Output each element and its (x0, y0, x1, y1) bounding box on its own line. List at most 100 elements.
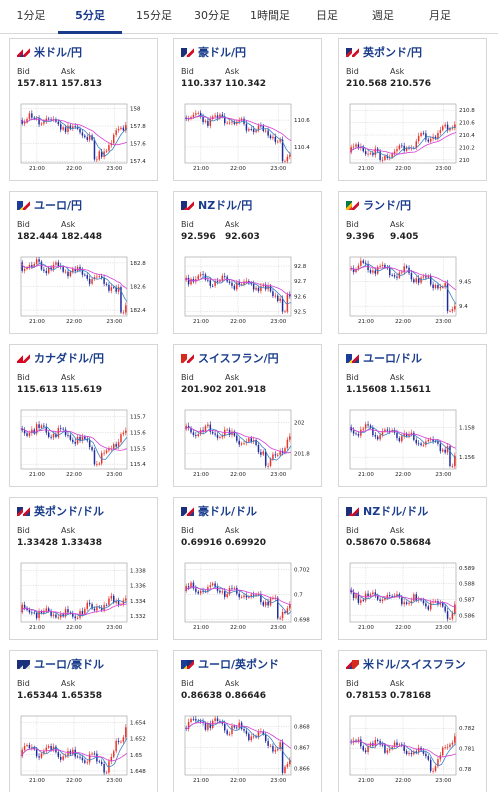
candle-down (260, 452, 262, 455)
candle-down (262, 731, 265, 735)
price-chart: 0.698 0.7 0.702 21:00 22:00 23:00 (184, 562, 310, 631)
candle-up (108, 598, 110, 606)
pair-title-link[interactable]: 米ドル/スイスフラン (363, 658, 466, 671)
candle-up (204, 426, 207, 432)
tab-30分足[interactable]: 30分足 (194, 9, 230, 22)
pair-title-link[interactable]: 英ポンド/ドル (34, 505, 105, 518)
candle-down (43, 269, 45, 271)
rate-card[interactable]: 米ドル/円 Bid Ask 157.811 157.813 157.4 157.6 157.8… (9, 38, 158, 181)
pair-title-link[interactable]: 英ポンド/円 (363, 46, 423, 59)
pair-title-link[interactable]: 豪ドル/円 (198, 46, 247, 59)
pair-title-link[interactable]: スイスフラン/円 (198, 352, 279, 365)
candle-up (413, 594, 415, 601)
pair-title-link[interactable]: ユーロ/円 (34, 199, 83, 212)
chart-container[interactable]: 92.5 92.6 92.7 92.8 21:00 22:00 23:00 (181, 254, 319, 330)
candle-down (47, 118, 50, 120)
rate-card[interactable]: 豪ドル/円 Bid Ask 110.337 110.342 110.4 110.6 21:00… (173, 38, 322, 181)
chart-container[interactable]: 110.4 110.6 21:00 22:00 23:00 (181, 101, 319, 177)
pair-title-link[interactable]: ユーロ/英ポンド (198, 658, 280, 671)
chart-container[interactable]: 1.156 1.158 21:00 22:00 23:00 (346, 407, 484, 483)
candle-down (376, 740, 379, 742)
tab-5分足[interactable]: 5分足 (58, 0, 122, 34)
pair-title-link[interactable]: 米ドル/円 (34, 46, 83, 59)
pair-title-link[interactable]: 豪ドル/ドル (198, 505, 258, 518)
pair-title-link[interactable]: ユーロ/豪ドル (34, 658, 105, 671)
candle-down (88, 602, 91, 605)
card-header: ランド/円 (346, 198, 411, 212)
rate-card[interactable]: カナダドル/円 Bid Ask 115.613 115.619 115.4 115.5 115… (9, 344, 158, 487)
pair-title-link[interactable]: NZドル/円 (198, 199, 253, 212)
tab-日足[interactable]: 日足 (316, 9, 338, 22)
candle-down (262, 602, 265, 606)
candle-down (405, 266, 408, 268)
candle-up (357, 265, 360, 269)
ask-label: Ask (225, 526, 240, 535)
chart-container[interactable]: 1.648 1.65 1.652 1.654 21:00 22:00 23:00 (17, 713, 155, 789)
chart-container[interactable]: 201.8 202 21:00 22:00 23:00 (181, 407, 319, 483)
chart-container[interactable]: 210 210.2 210.4 210.6 210.8 21:00 22:00 23:00 (346, 101, 484, 177)
candle-up (257, 125, 260, 131)
rate-card[interactable]: ユーロ/豪ドル Bid Ask 1.65344 1.65358 1.648 1.65 1.65… (9, 650, 158, 792)
candle-up (260, 286, 262, 292)
chart-container[interactable]: 115.4 115.5 115.6 115.7 21:00 22:00 23:00 (17, 407, 155, 483)
chart-container[interactable]: 0.78 0.781 0.782 21:00 22:00 23:00 (346, 713, 484, 789)
chart-container[interactable]: 0.698 0.7 0.702 21:00 22:00 23:00 (181, 560, 319, 636)
rate-card[interactable]: スイスフラン/円 Bid Ask 201.902 201.918 201.8 202 21:0… (173, 344, 322, 487)
rate-card[interactable]: ユーロ/円 Bid Ask 182.444 182.448 182.4 182.6 182.8… (9, 191, 158, 334)
candle-up (240, 443, 243, 445)
pair-title-link[interactable]: NZドル/ドル (363, 505, 429, 518)
chart-container[interactable]: 182.4 182.6 182.8 21:00 22:00 23:00 (17, 254, 155, 330)
x-tick-label: 23:00 (106, 472, 122, 478)
candle-up (279, 742, 281, 749)
rate-card[interactable]: NZドル/ドル Bid Ask 0.58670 0.58684 0.586 0.587 0.5… (338, 497, 487, 640)
tab-1分足[interactable]: 1分足 (16, 9, 46, 22)
tab-15分足[interactable]: 15分足 (136, 9, 172, 22)
candle-up (413, 751, 415, 755)
candle-up (403, 266, 405, 273)
candle-down (224, 591, 226, 597)
candle-up (243, 595, 245, 598)
rate-card[interactable]: 英ポンド/円 Bid Ask 210.568 210.576 210 210.2 210.4 2… (338, 38, 487, 181)
rate-card[interactable]: 英ポンド/ドル Bid Ask 1.33428 1.33438 1.332 1.334 1.3… (9, 497, 158, 640)
candle-up (449, 744, 451, 747)
candle-down (429, 275, 432, 285)
candle-down (91, 135, 93, 140)
chart-container[interactable]: 0.866 0.867 0.868 21:00 22:00 23:00 (181, 713, 319, 789)
chart-container[interactable]: 9.4 9.45 21:00 22:00 23:00 (346, 254, 484, 330)
candle-up (379, 434, 381, 440)
tab-月足[interactable]: 月足 (429, 9, 451, 22)
pair-title-link[interactable]: ランド/円 (363, 199, 412, 212)
candle-up (281, 611, 284, 619)
chart-container[interactable]: 1.332 1.334 1.336 1.338 21:00 22:00 23:00 (17, 560, 155, 636)
candle-down (391, 595, 393, 597)
rate-card[interactable]: ユーロ/英ポンド Bid Ask 0.86638 0.86646 0.866 0.867 0.… (173, 650, 322, 792)
tab-1時間足[interactable]: 1時間足 (250, 9, 290, 22)
rate-card[interactable]: ユーロ/ドル Bid Ask 1.15608 1.15611 1.156 1.158 21:0… (338, 344, 487, 487)
candle-down (207, 120, 209, 126)
candle-up (43, 610, 45, 614)
chart-container[interactable]: 0.586 0.587 0.588 0.589 21:00 22:00 23:00 (346, 560, 484, 636)
ask-label: Ask (390, 220, 405, 229)
y-tick-label: 0.586 (459, 614, 475, 620)
card-header: 英ポンド/ドル (17, 504, 104, 518)
rate-card[interactable]: 豪ドル/ドル Bid Ask 0.69916 0.69920 0.698 0.7 0.702 2… (173, 497, 322, 640)
candle-up (264, 130, 267, 132)
candle-down (86, 439, 88, 441)
candle-up (207, 424, 209, 427)
candle-down (350, 589, 352, 593)
candle-down (439, 443, 442, 452)
tab-週足[interactable]: 週足 (372, 9, 394, 22)
pair-title-link[interactable]: カナダドル/円 (34, 352, 105, 365)
card-header: カナダドル/円 (17, 351, 104, 365)
pair-title-link[interactable]: ユーロ/ドル (363, 352, 423, 365)
candle-up (284, 766, 286, 773)
chart-container[interactable]: 157.4 157.6 157.8 158 21:00 22:00 23:00 (17, 101, 155, 177)
rate-card[interactable]: 米ドル/スイスフラン Bid Ask 0.78153 0.78168 0.78 0.781 0… (338, 650, 487, 792)
y-tick-label: 92.8 (294, 264, 307, 270)
candle-up (88, 135, 91, 140)
ask-value: 92.603 (225, 232, 260, 242)
y-tick-label: 210.4 (459, 133, 475, 139)
rate-card[interactable]: ランド/円 Bid Ask 9.396 9.405 9.4 9.45 21:00 22:00 23… (338, 191, 487, 334)
rate-card[interactable]: NZドル/円 Bid Ask 92.596 92.603 92.5 92.6 92.7 92.8… (173, 191, 322, 334)
bid-value: 0.86638 (181, 691, 222, 701)
